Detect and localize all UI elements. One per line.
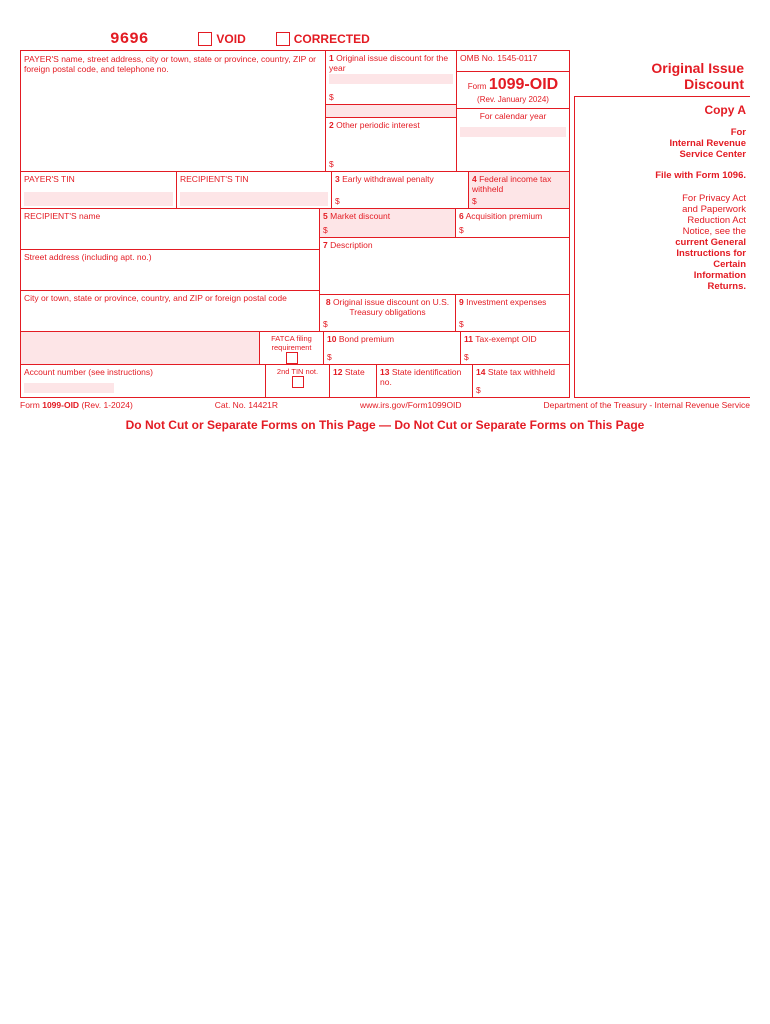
box-1[interactable]: 1 Original issue discount for the year $ <box>326 51 456 105</box>
box-13[interactable]: 13 State identification no. <box>377 365 473 397</box>
form-id: Form 1099-OID (Rev. January 2024) <box>457 72 569 109</box>
box-11[interactable]: 11 Tax-exempt OID $ <box>461 332 569 364</box>
second-tin-checkbox[interactable] <box>292 376 304 388</box>
corrected-checkbox[interactable] <box>276 32 290 46</box>
fatca-box[interactable]: FATCA filing requirement <box>260 332 324 364</box>
omb-number: OMB No. 1545-0117 <box>457 51 569 72</box>
box-8[interactable]: 8 Original issue discount on U.S. Treasu… <box>320 295 456 331</box>
fatca-checkbox[interactable] <box>286 352 298 364</box>
form-footer: Form 1099-OID (Rev. 1-2024) Cat. No. 144… <box>20 398 750 412</box>
blank-pink <box>21 332 260 364</box>
recipient-tin[interactable]: RECIPIENT'S TIN <box>177 172 332 208</box>
calendar-year[interactable]: For calendar year <box>457 109 569 171</box>
payer-info-box[interactable]: PAYER'S name, street address, city or to… <box>21 51 326 171</box>
void-checkbox[interactable] <box>198 32 212 46</box>
box-3[interactable]: 3 Early withdrawal penalty $ <box>332 172 469 208</box>
box-10[interactable]: 10 Bond premium $ <box>324 332 461 364</box>
box-5[interactable]: 5 Market discount $ <box>320 209 456 237</box>
recipient-name[interactable]: RECIPIENT'S name <box>21 209 319 250</box>
account-number[interactable]: Account number (see instructions) <box>21 365 266 397</box>
form-title: Original Issue Discount <box>574 50 750 96</box>
copy-a-panel: Copy A For Internal Revenue Service Cent… <box>574 96 750 398</box>
payer-tin[interactable]: PAYER'S TIN <box>21 172 177 208</box>
form-code: 9696 <box>110 30 148 48</box>
box1-fill <box>326 105 456 118</box>
box-2[interactable]: 2 Other periodic interest $ <box>326 118 456 171</box>
form-1099-oid: 9696 VOID CORRECTED PAYER'S name, street… <box>0 0 770 438</box>
city-state-zip[interactable]: City or town, state or province, country… <box>21 291 319 331</box>
box-14[interactable]: 14 State tax withheld $ <box>473 365 569 397</box>
top-row: 9696 VOID CORRECTED <box>20 30 750 48</box>
void-label: VOID <box>216 32 245 46</box>
box-9[interactable]: 9 Investment expenses $ <box>456 295 569 331</box>
box-12[interactable]: 12 State <box>330 365 377 397</box>
street-address[interactable]: Street address (including apt. no.) <box>21 250 319 291</box>
cut-warning: Do Not Cut or Separate Forms on This Pag… <box>20 412 750 438</box>
second-tin[interactable]: 2nd TIN not. <box>266 365 330 397</box>
box-6[interactable]: 6 Acquisition premium $ <box>456 209 569 237</box>
box-4[interactable]: 4 Federal income tax withheld $ <box>469 172 569 208</box>
corrected-label: CORRECTED <box>294 32 370 46</box>
box-7[interactable]: 7 Description <box>320 238 569 295</box>
